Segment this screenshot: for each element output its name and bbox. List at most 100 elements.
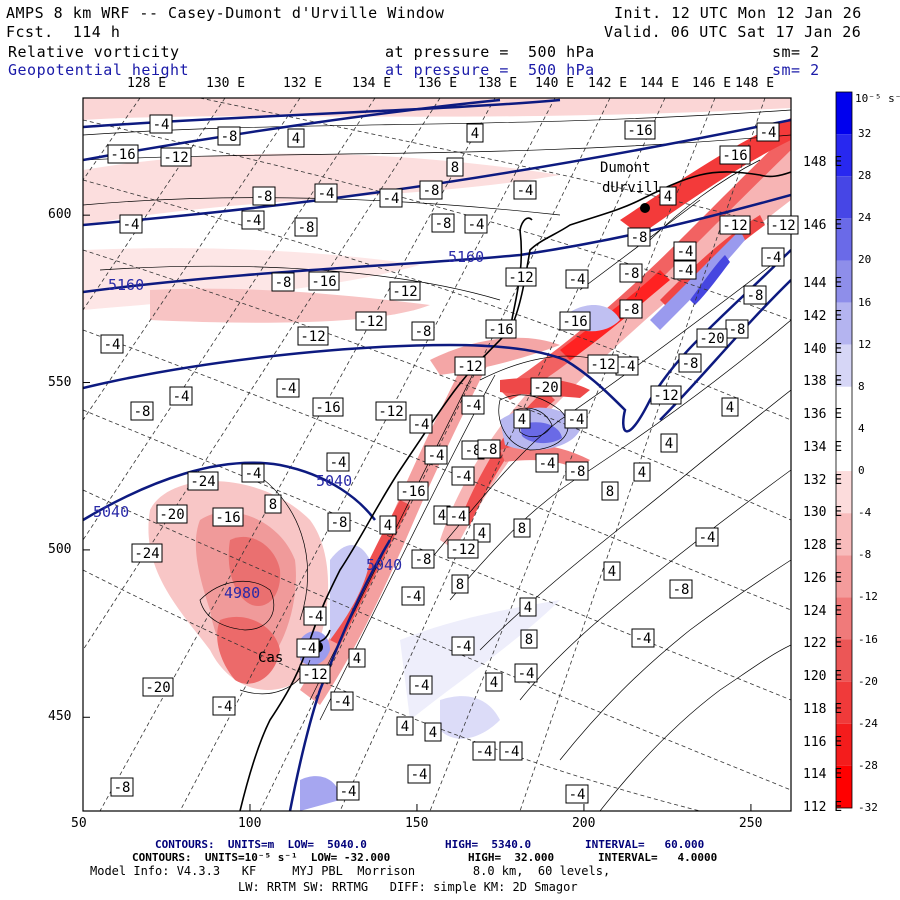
contour-value-box: 8 <box>451 574 469 594</box>
svg-text:-4: -4 <box>334 694 351 710</box>
svg-text:-4: -4 <box>340 784 357 800</box>
svg-text:-20: -20 <box>145 680 170 696</box>
top-lon-label: 132 E <box>283 76 323 91</box>
svg-text:-16: -16 <box>400 484 425 500</box>
colorbar-label: -4 <box>858 506 872 520</box>
svg-text:-12: -12 <box>163 150 188 166</box>
svg-text:-8: -8 <box>747 288 764 304</box>
svg-text:-4: -4 <box>517 183 534 199</box>
x-tick-label: 250 <box>738 816 763 831</box>
contour-value-box: 4 <box>633 462 651 482</box>
contour-value-box: -8 <box>477 439 501 459</box>
colorbar-swatch <box>836 765 852 808</box>
svg-text:-16: -16 <box>311 274 336 290</box>
svg-text:-4: -4 <box>619 359 636 375</box>
contour-value-box: -16 <box>624 120 656 140</box>
colorbar-label: 4 <box>858 421 865 435</box>
colorbar-label: 0 <box>858 464 865 478</box>
top-lon-label: 130 E <box>206 76 246 91</box>
svg-text:-12: -12 <box>590 357 615 373</box>
top-lon-label: 140 E <box>535 76 575 91</box>
contour-value-box: -4 <box>119 214 143 234</box>
contour-value-box: 8 <box>446 157 464 177</box>
colorbar-label: -12 <box>858 590 878 604</box>
contour-value-box: -4 <box>446 506 470 526</box>
svg-text:4: 4 <box>638 465 646 481</box>
svg-text:-4: -4 <box>405 589 422 605</box>
svg-text:4: 4 <box>353 651 361 667</box>
svg-text:4: 4 <box>471 126 479 142</box>
contour-value-box: -8 <box>419 180 443 200</box>
contour-value-box: -4 <box>169 386 193 406</box>
contour-value-box: -8 <box>725 319 749 339</box>
footer-model-info: Model Info: V4.3.3 KF MYJ PBL Morrison 8… <box>90 864 611 878</box>
footer-vort-high: HIGH= 32.000 <box>468 851 555 864</box>
contour-value-box: -4 <box>149 114 173 134</box>
svg-text:-16: -16 <box>562 314 587 330</box>
svg-text:-8: -8 <box>682 356 699 372</box>
contour-value-box: -8 <box>110 777 134 797</box>
contour-value-box: -16 <box>719 145 751 165</box>
contour-value-box: -4 <box>631 628 655 648</box>
contour-value-box: -12 <box>767 215 799 235</box>
svg-text:-4: -4 <box>280 381 297 397</box>
place-label-durville: dUrvill <box>602 180 662 196</box>
svg-text:-8: -8 <box>415 324 432 340</box>
svg-text:-4: -4 <box>518 666 535 682</box>
svg-text:-4: -4 <box>569 272 586 288</box>
svg-text:-4: -4 <box>245 213 262 229</box>
height-contour-label: 4980 <box>224 584 260 602</box>
contour-value-box: 8 <box>520 629 538 649</box>
svg-text:-8: -8 <box>256 189 273 205</box>
contour-value-box: -4 <box>761 247 785 267</box>
colorbar-swatch <box>836 555 852 598</box>
colorbar-swatch <box>836 92 852 135</box>
svg-text:-4: -4 <box>765 250 782 266</box>
contour-value-box: -12 <box>454 356 486 376</box>
colorbar-swatch <box>836 176 852 219</box>
svg-text:4: 4 <box>401 719 409 735</box>
place-label-casey: Cas <box>258 650 284 666</box>
contour-value-box: -8 <box>411 321 435 341</box>
top-lon-label: 146 E <box>692 76 732 91</box>
svg-text:-8: -8 <box>631 230 648 246</box>
contour-value-box: -12 <box>447 539 479 559</box>
svg-text:-4: -4 <box>465 398 482 414</box>
contour-label-boxes: -4-16-8 4 4 -16-128-4-8 -4 -8 -4-4 -8 -8 -4-4-12-… <box>100 114 799 804</box>
svg-text:-4: -4 <box>413 678 430 694</box>
svg-text:-12: -12 <box>300 329 325 345</box>
field1-pressure: at pressure = 500 hPa <box>385 43 595 61</box>
contour-value-box: 8 <box>264 494 282 514</box>
contour-value-box: -8 <box>619 263 643 283</box>
contour-value-box: 4 <box>466 123 484 143</box>
contour-value-box: 4 <box>659 186 677 206</box>
field2-label: Geopotential height <box>8 61 190 79</box>
contour-value-box: -4 <box>407 764 431 784</box>
contour-value-box: -16 <box>485 319 517 339</box>
contour-value-box: -16 <box>212 507 244 527</box>
svg-text:-12: -12 <box>392 284 417 300</box>
contour-value-box: -4 <box>695 527 719 547</box>
svg-text:-4: -4 <box>468 217 485 233</box>
contour-value-box: -4 <box>461 395 485 415</box>
svg-text:4: 4 <box>384 518 392 534</box>
svg-text:-24: -24 <box>134 546 159 562</box>
svg-text:-8: -8 <box>114 780 131 796</box>
right-lon-label: 116 E <box>803 734 843 750</box>
svg-text:-4: -4 <box>216 699 233 715</box>
contour-value-box: -4 <box>451 466 475 486</box>
svg-text:-8: -8 <box>298 220 315 236</box>
contour-value-box: -12 <box>719 215 751 235</box>
svg-text:-12: -12 <box>457 359 482 375</box>
svg-text:-4: -4 <box>760 125 777 141</box>
svg-text:-4: -4 <box>539 456 556 472</box>
svg-text:4: 4 <box>292 131 300 147</box>
contour-value-box: -20 <box>156 504 188 524</box>
contour-value-box: -4 <box>615 356 639 376</box>
svg-text:4: 4 <box>478 526 486 542</box>
colorbar-swatch <box>836 639 852 682</box>
svg-text:-8: -8 <box>729 322 746 338</box>
colorbar-swatch <box>836 302 852 345</box>
contour-value-box: -8 <box>431 213 455 233</box>
